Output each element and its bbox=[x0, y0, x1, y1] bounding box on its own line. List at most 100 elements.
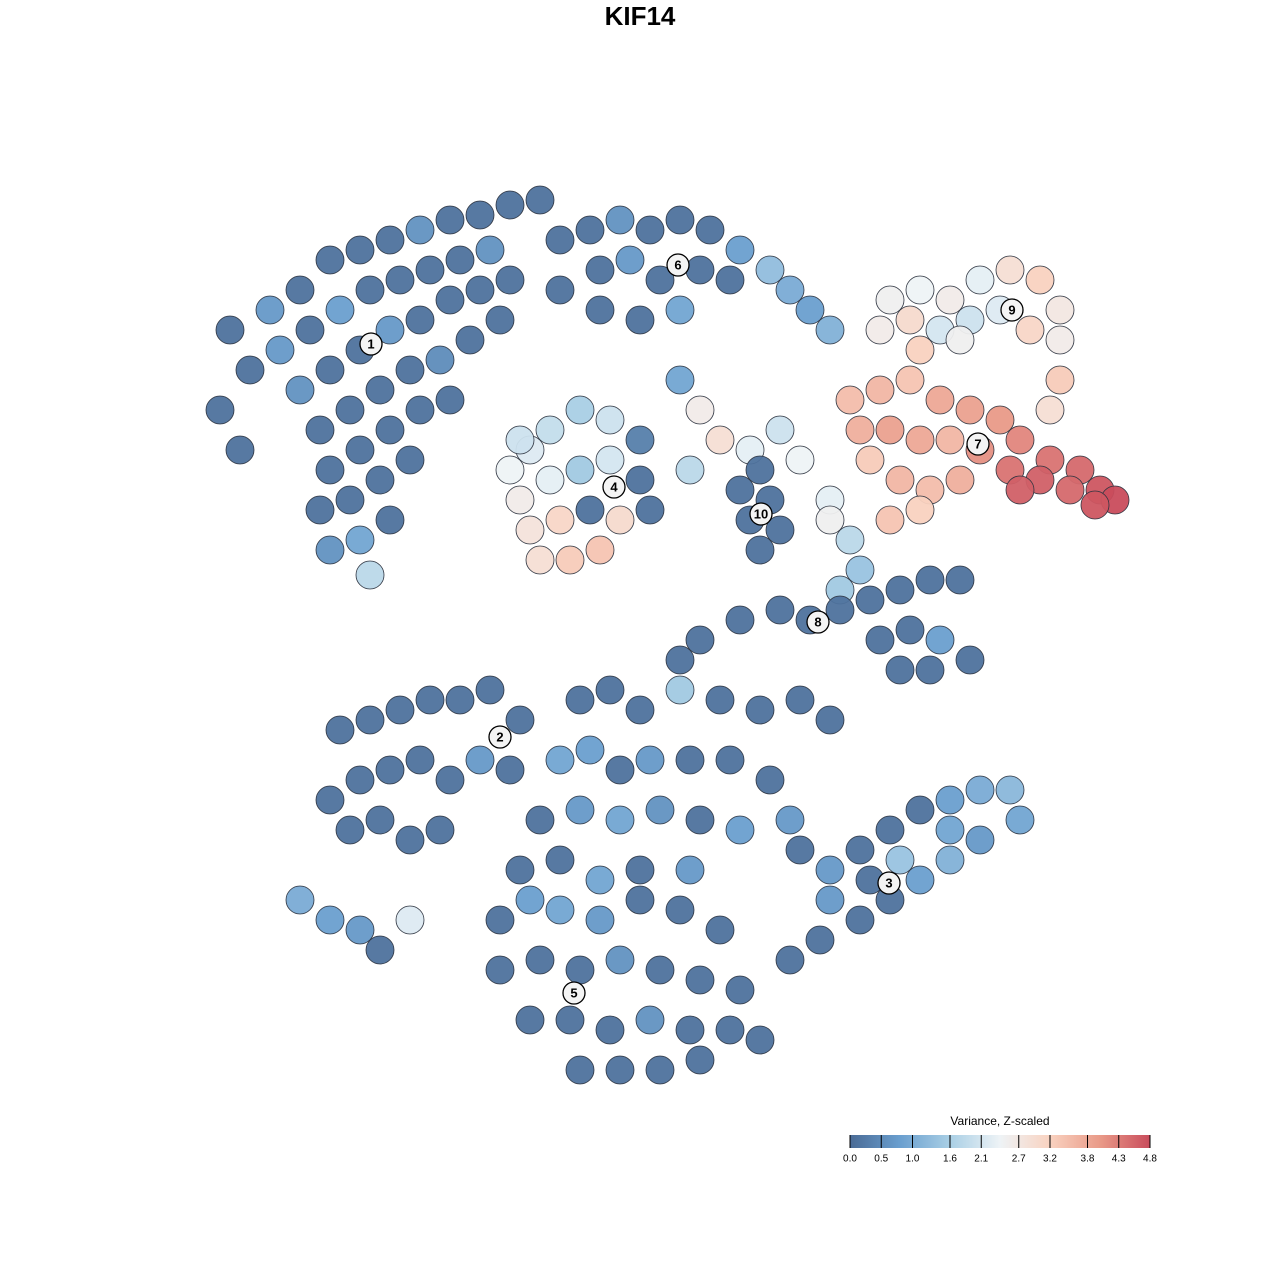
point bbox=[605, 205, 635, 235]
cluster-label: 7 bbox=[974, 436, 981, 451]
point bbox=[905, 425, 935, 455]
point bbox=[765, 515, 795, 545]
point bbox=[565, 455, 595, 485]
point bbox=[265, 335, 295, 365]
point bbox=[595, 675, 625, 705]
point bbox=[905, 495, 935, 525]
point bbox=[385, 265, 415, 295]
point bbox=[1005, 425, 1035, 455]
point bbox=[515, 1005, 545, 1035]
point bbox=[1045, 365, 1075, 395]
point bbox=[445, 685, 475, 715]
cluster-label-badge bbox=[877, 871, 901, 895]
point bbox=[325, 715, 355, 745]
point bbox=[965, 825, 995, 855]
point bbox=[645, 795, 675, 825]
point bbox=[335, 485, 365, 515]
point bbox=[1005, 475, 1035, 505]
colorbar-tick-label: 1.6 bbox=[943, 1154, 957, 1165]
point bbox=[875, 505, 905, 535]
point bbox=[415, 685, 445, 715]
point bbox=[605, 805, 635, 835]
colorbar-tick-label: 0.0 bbox=[843, 1154, 857, 1165]
point bbox=[875, 285, 905, 315]
point bbox=[435, 205, 465, 235]
point bbox=[775, 945, 805, 975]
point bbox=[465, 745, 495, 775]
point bbox=[595, 445, 625, 475]
point bbox=[905, 795, 935, 825]
cluster-label: 5 bbox=[570, 985, 577, 1000]
point bbox=[455, 325, 485, 355]
chart-title: KIF14 bbox=[605, 1, 676, 31]
point bbox=[395, 825, 425, 855]
point bbox=[775, 275, 805, 305]
point bbox=[205, 395, 235, 425]
point bbox=[505, 705, 535, 735]
point bbox=[885, 575, 915, 605]
point bbox=[545, 845, 575, 875]
point bbox=[635, 745, 665, 775]
cluster-label: 9 bbox=[1008, 302, 1015, 317]
points bbox=[205, 185, 1130, 1085]
cluster-label: 4 bbox=[610, 479, 618, 494]
point bbox=[375, 225, 405, 255]
point bbox=[315, 905, 345, 935]
point bbox=[685, 395, 715, 425]
point bbox=[345, 915, 375, 945]
point bbox=[765, 415, 795, 445]
point bbox=[745, 535, 775, 565]
point bbox=[665, 645, 695, 675]
point bbox=[595, 405, 625, 435]
point bbox=[625, 695, 655, 725]
point bbox=[425, 815, 455, 845]
point bbox=[305, 495, 335, 525]
point bbox=[1055, 475, 1085, 505]
cluster-label-badge bbox=[666, 253, 690, 277]
colorbar-tick-label: 3.8 bbox=[1081, 1154, 1095, 1165]
cluster-label-badge bbox=[966, 432, 990, 456]
point bbox=[565, 795, 595, 825]
point bbox=[755, 765, 785, 795]
point bbox=[1045, 295, 1075, 325]
cluster-label: 10 bbox=[754, 506, 768, 521]
cluster-label-badge bbox=[602, 475, 626, 499]
point bbox=[685, 255, 715, 285]
point bbox=[935, 785, 965, 815]
cluster-label-badge bbox=[359, 332, 383, 356]
point bbox=[255, 295, 285, 325]
point bbox=[395, 355, 425, 385]
point bbox=[545, 505, 575, 535]
cluster-label-badge bbox=[562, 981, 586, 1005]
point bbox=[905, 335, 935, 365]
point bbox=[945, 465, 975, 495]
point bbox=[725, 605, 755, 635]
point bbox=[365, 935, 395, 965]
point bbox=[895, 615, 925, 645]
point bbox=[345, 435, 375, 465]
point bbox=[585, 535, 615, 565]
point bbox=[495, 755, 525, 785]
point bbox=[715, 1015, 745, 1045]
point bbox=[815, 705, 845, 735]
point bbox=[545, 745, 575, 775]
point bbox=[845, 555, 875, 585]
point bbox=[705, 915, 735, 945]
point bbox=[585, 905, 615, 935]
point bbox=[575, 215, 605, 245]
point bbox=[505, 855, 535, 885]
point bbox=[935, 845, 965, 875]
point bbox=[635, 215, 665, 245]
cluster-label: 8 bbox=[814, 614, 821, 629]
point bbox=[445, 245, 475, 275]
point bbox=[955, 395, 985, 425]
point bbox=[635, 495, 665, 525]
point bbox=[345, 525, 375, 555]
point bbox=[705, 685, 735, 715]
point bbox=[565, 1055, 595, 1085]
point bbox=[635, 1005, 665, 1035]
point bbox=[335, 815, 365, 845]
point bbox=[565, 395, 595, 425]
colorbar: Variance, Z-scaled 0.0 0.5 1.0 1.6 2.1 2.7 3.2 3… bbox=[843, 1114, 1157, 1164]
point bbox=[865, 315, 895, 345]
